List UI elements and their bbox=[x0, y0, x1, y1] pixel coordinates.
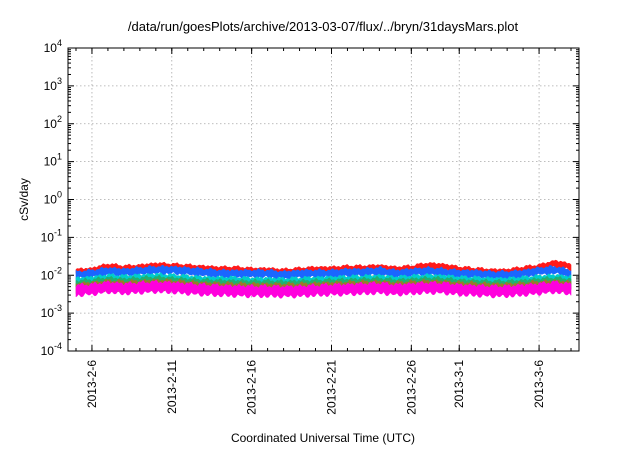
y-tick-exponent: -2 bbox=[54, 265, 62, 275]
series-group bbox=[75, 259, 572, 299]
y-tick-label: 10-3 bbox=[41, 303, 62, 320]
y-tick-base: 10 bbox=[41, 344, 55, 358]
series-band bbox=[75, 279, 572, 299]
y-tick-base: 10 bbox=[44, 79, 58, 93]
y-tick-exponent: 2 bbox=[57, 114, 62, 124]
y-tick-exponent: 3 bbox=[57, 76, 62, 86]
y-tick-base: 10 bbox=[44, 41, 58, 55]
y-tick-base: 10 bbox=[44, 155, 58, 169]
y-tick-exponent: 1 bbox=[57, 152, 62, 162]
y-tick-exponent: -1 bbox=[54, 227, 62, 237]
y-tick-label: 103 bbox=[44, 76, 62, 93]
y-tick-label: 101 bbox=[44, 152, 62, 169]
x-tick-label: 2013-2-6 bbox=[85, 360, 99, 408]
x-tick-label: 2013-3-1 bbox=[452, 360, 466, 408]
y-tick-exponent: 0 bbox=[57, 190, 62, 200]
x-tick-label: 2013-2-11 bbox=[165, 360, 179, 414]
y-tick-base: 10 bbox=[41, 268, 55, 282]
y-tick-label: 104 bbox=[44, 38, 62, 55]
y-tick-exponent: -4 bbox=[54, 341, 62, 351]
y-tick-exponent: 4 bbox=[57, 38, 62, 48]
chart-title: /data/run/goesPlots/archive/2013-03-07/f… bbox=[128, 19, 519, 34]
y-tick-label: 100 bbox=[44, 190, 62, 207]
y-tick-label: 102 bbox=[44, 114, 62, 131]
y-tick-base: 10 bbox=[41, 230, 55, 244]
y-tick-label: 10-4 bbox=[41, 341, 62, 358]
x-tick-label: 2013-2-21 bbox=[324, 360, 338, 415]
y-tick-exponent: -3 bbox=[54, 303, 62, 313]
y-tick-base: 10 bbox=[44, 193, 58, 207]
y-tick-base: 10 bbox=[44, 117, 58, 131]
x-axis-label: Coordinated Universal Time (UTC) bbox=[231, 431, 415, 445]
y-tick-label: 10-1 bbox=[41, 227, 62, 244]
x-tick-label: 2013-2-16 bbox=[245, 360, 259, 415]
grid-lines bbox=[68, 48, 579, 351]
y-tick-base: 10 bbox=[41, 306, 55, 320]
x-tick-label: 2013-3-6 bbox=[532, 360, 546, 408]
y-tick-label: 10-2 bbox=[41, 265, 62, 282]
y-axis-label: cSv/day bbox=[17, 178, 31, 221]
x-tick-label: 2013-2-26 bbox=[404, 360, 418, 415]
